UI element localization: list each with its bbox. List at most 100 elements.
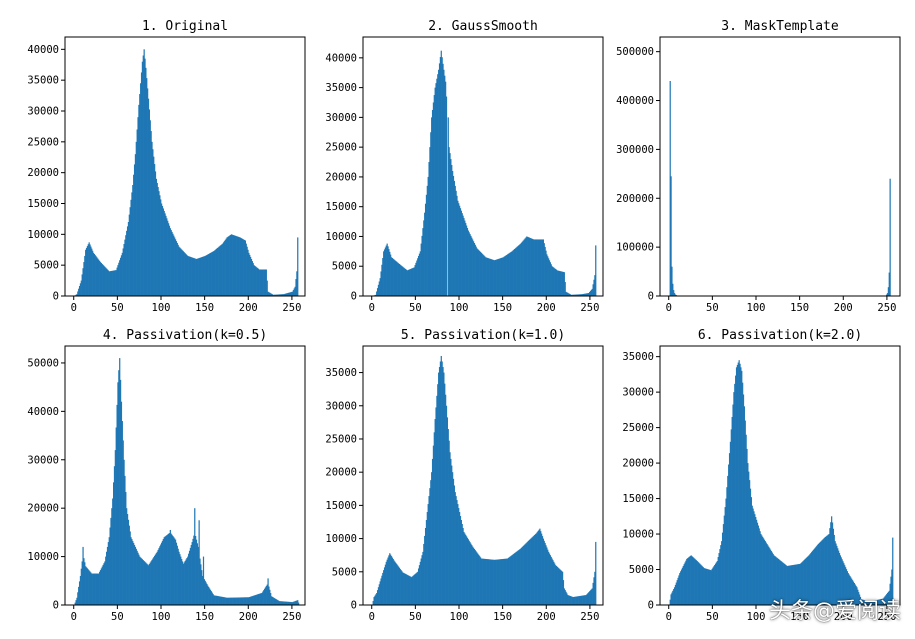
histogram-bar (883, 597, 885, 605)
histogram-bar (555, 565, 557, 605)
histogram-bar (404, 268, 407, 296)
histogram-bar (225, 238, 227, 296)
histogram-bar (249, 254, 251, 296)
histogram-bar (593, 279, 595, 296)
histogram-bar (272, 597, 274, 605)
histogram-bar (551, 266, 553, 296)
y-tick-label: 300000 (616, 144, 654, 156)
histogram-bar (545, 250, 547, 296)
histogram-bar (857, 589, 859, 605)
histogram-bar (721, 541, 723, 605)
histogram-bar (790, 565, 793, 605)
histogram-bar (889, 178, 891, 296)
histogram-bar (133, 544, 136, 605)
histogram-bar (453, 485, 455, 605)
histogram-bar (120, 255, 123, 296)
x-tick-label: 200 (834, 302, 853, 314)
histogram-bar (438, 367, 441, 605)
histogram-bar (758, 528, 760, 605)
histogram-bar (696, 561, 698, 605)
y-tick-label: 15000 (622, 493, 654, 505)
histogram-bar (382, 258, 384, 296)
x-tick-label: 150 (790, 611, 809, 623)
histogram-bar (109, 527, 111, 605)
histogram-bar (284, 293, 286, 296)
histogram-bar (176, 242, 178, 296)
histogram-bar (566, 292, 568, 296)
histogram-bar (503, 558, 505, 605)
histogram-bar (860, 599, 862, 605)
histogram-bar (423, 220, 425, 296)
histogram-bar (174, 539, 177, 605)
histogram-bar (373, 597, 375, 605)
histogram-bar (475, 246, 477, 296)
histogram-bar (834, 541, 836, 605)
histogram-bar (844, 565, 846, 605)
histogram-bar (587, 593, 589, 605)
histogram-bar (475, 551, 477, 605)
histogram-bar (211, 592, 213, 605)
x-tick-label: 100 (747, 611, 766, 623)
histogram-bar (493, 260, 496, 296)
histogram-bar (866, 600, 869, 605)
histogram-bar (404, 268, 406, 296)
histogram-bar (102, 564, 104, 605)
histogram-bar (492, 559, 494, 605)
histogram-bar (557, 270, 559, 296)
histogram-bar (270, 596, 273, 605)
histogram-bar (486, 257, 488, 296)
histogram-bar (130, 199, 132, 296)
histogram-bar (282, 294, 284, 296)
histogram-bar (449, 153, 451, 296)
histogram-bar (119, 257, 122, 296)
histogram-bar (381, 575, 383, 605)
histogram-bar (722, 524, 725, 605)
histogram-bar (383, 567, 386, 605)
histogram-bar (158, 548, 160, 605)
histogram-bar (454, 492, 456, 605)
histogram-bar (233, 235, 235, 296)
histogram-bar (389, 553, 391, 605)
histogram-bar (782, 562, 784, 605)
histogram-bar (279, 601, 281, 605)
histogram-bar (525, 237, 527, 296)
histogram-bar (253, 265, 255, 296)
histogram-bar (586, 293, 588, 296)
histogram-bar (202, 256, 205, 296)
histogram-bar (119, 358, 121, 605)
histogram-bar (145, 67, 147, 296)
histogram-bar (759, 531, 761, 605)
histogram-bar (548, 551, 550, 605)
histogram-bar (139, 556, 141, 605)
histogram-bar (433, 95, 435, 296)
histogram-bar (254, 265, 256, 296)
histogram-bar (172, 536, 174, 605)
histogram-bar (264, 269, 267, 296)
histogram-bar (445, 394, 447, 605)
histogram-bar (222, 243, 224, 296)
histogram-bar (559, 271, 561, 296)
histogram-bar (201, 570, 203, 605)
histogram-bar (435, 407, 437, 605)
histogram-bar (585, 595, 587, 605)
histogram-bar (499, 258, 501, 296)
histogram-bar (865, 600, 868, 605)
histogram-bar (113, 270, 116, 296)
histogram-bar (417, 571, 419, 605)
histogram-bar (522, 545, 524, 605)
histogram-bar (141, 559, 144, 605)
histogram-bar (527, 540, 530, 605)
histogram-bar (418, 565, 421, 605)
histogram-bar (719, 549, 721, 605)
histogram-bar (589, 290, 592, 296)
subplot-4: 4. Passivation(k=0.5) 0 50 100 150 200 250 0 100… (27, 328, 306, 623)
histogram-bar (213, 250, 215, 296)
histogram-bar (96, 573, 98, 605)
histogram-bar (480, 252, 483, 296)
histogram-bar (424, 203, 427, 296)
histogram-bar (851, 578, 853, 605)
histogram-bar (252, 595, 254, 605)
histogram-bar (461, 213, 463, 296)
histogram-bar (238, 597, 240, 605)
histogram-bar (190, 544, 192, 605)
